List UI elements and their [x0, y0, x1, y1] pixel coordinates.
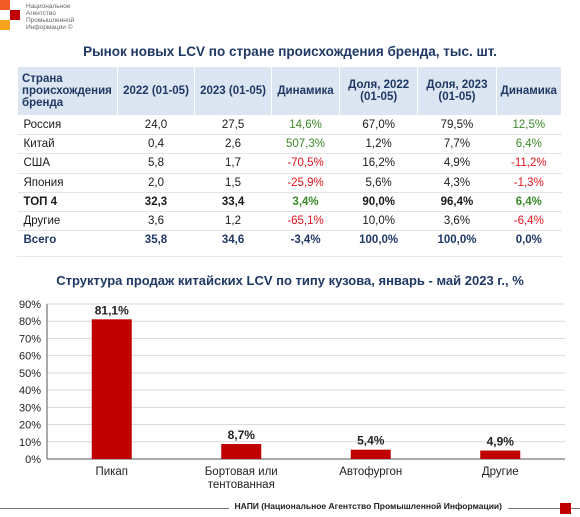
- cell-share-dynamics: 12,5%: [496, 115, 562, 136]
- cell-value-2023: 1,7: [194, 153, 272, 174]
- table-row: Всего 35,8 34,6 -3,4% 100,0% 100,0% 0,0%: [18, 231, 562, 250]
- cell-country: Другие: [17, 211, 118, 232]
- y-tick-label: 80%: [19, 316, 41, 328]
- cell-value-2023: 34,6: [221, 234, 245, 247]
- data-label: 4,9%: [487, 435, 515, 449]
- cell-dynamics: -70,5%: [271, 153, 340, 174]
- cell-value-2022: 32,3: [117, 192, 195, 212]
- cell-share-2022: 100,0%: [359, 234, 399, 247]
- header-share-dynamics: Динамика: [495, 66, 563, 116]
- cell-share-dynamics: -6,4%: [496, 211, 562, 232]
- cell-share-dynamics: -1,3%: [496, 173, 562, 193]
- y-tick-label: 90%: [19, 299, 41, 311]
- cell-country: Япония: [17, 173, 118, 193]
- cell-share-2023: 79,5%: [417, 115, 497, 136]
- cell-share-2023: 4,9%: [417, 153, 497, 174]
- cell-country: Китай: [17, 134, 118, 155]
- data-label: 5,4%: [357, 434, 385, 448]
- table-title: Рынок новых LCV по стране происхождения …: [83, 44, 497, 59]
- cell-share-2023: 100,0%: [437, 234, 477, 247]
- cell-share-2022: 16,2%: [339, 153, 418, 174]
- cell-value-2023: 1,2: [194, 211, 272, 232]
- cell-value-2023: 27,5: [194, 115, 272, 136]
- cell-share-dynamics: 6,4%: [496, 134, 562, 155]
- table-row: Другие 3,6 1,2 -65,1% 10,0% 3,6% -6,4%: [17, 211, 562, 232]
- cell-value-2022: 0,4: [117, 134, 195, 155]
- cell-value-2022: 5,8: [117, 153, 195, 174]
- cell-share-2022: 5,6%: [339, 173, 418, 193]
- footer-text: НАПИ (Национальное Агентство Промышленно…: [228, 501, 508, 511]
- bar: [480, 450, 521, 459]
- cell-value-2022: 2,0: [117, 173, 195, 193]
- cell-share-2022: 1,2%: [339, 134, 418, 155]
- bar: [91, 319, 132, 459]
- cell-dynamics: -25,9%: [271, 173, 340, 193]
- cell-share-dynamics: 0,0%: [515, 234, 542, 247]
- cell-dynamics: 3,4%: [271, 192, 340, 212]
- brand-origin-table: Страна происхождения бренда 2022 (01-05)…: [17, 66, 563, 250]
- cell-country: США: [17, 153, 118, 174]
- cell-share-2022: 90,0%: [339, 192, 418, 212]
- cell-share-2023: 7,7%: [417, 134, 497, 155]
- cell-country: Всего: [23, 234, 57, 247]
- table-row: Япония 2,0 1,5 -25,9% 5,6% 4,3% -1,3%: [17, 173, 562, 193]
- header-2023: 2023 (01-05): [194, 66, 273, 116]
- cell-share-dynamics: 6,4%: [496, 192, 562, 212]
- cell-value-2022: 24,0: [117, 115, 195, 136]
- header-share-2022: Доля, 2022 (01-05): [338, 66, 419, 116]
- table-row: Китай 0,4 2,6 507,3% 1,2% 7,7% 6,4%: [17, 134, 562, 155]
- y-tick-label: 20%: [19, 420, 41, 432]
- section-divider: [17, 256, 562, 257]
- cell-country: ТОП 4: [17, 192, 118, 212]
- cell-dynamics: 14,6%: [271, 115, 340, 136]
- cell-share-2022: 10,0%: [339, 211, 418, 232]
- cell-share-2022: 67,0%: [339, 115, 418, 136]
- bar: [350, 449, 391, 459]
- cell-value-2023: 1,5: [194, 173, 272, 193]
- x-tick-label: Пикап: [95, 466, 128, 478]
- cell-share-2023: 96,4%: [417, 192, 497, 212]
- y-tick-label: 60%: [19, 351, 41, 363]
- bar: [221, 444, 262, 459]
- header-country: Страна происхождения бренда: [17, 66, 118, 116]
- y-tick-label: 30%: [19, 402, 41, 414]
- data-label: 8,7%: [228, 428, 256, 442]
- table-row: Россия 24,0 27,5 14,6% 67,0% 79,5% 12,5%: [17, 115, 562, 136]
- footer-marker: [560, 503, 571, 514]
- y-tick-label: 10%: [19, 437, 41, 449]
- cell-value-2022: 35,8: [144, 234, 168, 247]
- napi-logo: Национальное Агентство Промышленной Инфо…: [0, 0, 120, 40]
- cell-country: Россия: [17, 115, 118, 136]
- y-tick-label: 50%: [19, 368, 41, 380]
- table-row: ТОП 4 32,3 33,4 3,4% 90,0% 96,4% 6,4%: [17, 192, 562, 212]
- cell-dynamics: -65,1%: [271, 211, 340, 232]
- header-dynamics: Динамика: [271, 66, 340, 116]
- y-tick-label: 70%: [19, 333, 41, 345]
- y-tick-label: 0%: [25, 454, 41, 466]
- header-2022: 2022 (01-05): [116, 66, 196, 116]
- data-label: 81,1%: [95, 303, 129, 317]
- logo-text: Национальное Агентство Промышленной Инфо…: [26, 3, 75, 31]
- cell-dynamics: -3,4%: [290, 234, 321, 247]
- header-share-2023: Доля, 2023 (01-05): [417, 66, 497, 116]
- cell-share-dynamics: -11,2%: [496, 153, 562, 174]
- chart-title: Структура продаж китайских LCV по типу к…: [56, 273, 524, 288]
- y-tick-label: 40%: [19, 385, 41, 397]
- footer: НАПИ (Национальное Агентство Промышленно…: [0, 499, 580, 517]
- cell-dynamics: 507,3%: [271, 134, 340, 155]
- x-tick-label: Бортовая или тентованная: [205, 466, 278, 491]
- body-type-bar-chart: 0% 10% 20% 30% 40% 50% 60% 70% 80% 90% 81,1% Пикап 8…: [19, 299, 565, 491]
- cell-value-2023: 2,6: [194, 134, 272, 155]
- cell-share-2023: 3,6%: [417, 211, 497, 232]
- cell-value-2022: 3,6: [117, 211, 195, 232]
- table-row: США 5,8 1,7 -70,5% 16,2% 4,9% -11,2%: [17, 153, 562, 174]
- x-tick-label: Другие: [482, 466, 519, 478]
- cell-value-2023: 33,4: [194, 192, 272, 212]
- x-tick-label: Автофургон: [339, 466, 402, 478]
- cell-share-2023: 4,3%: [417, 173, 497, 193]
